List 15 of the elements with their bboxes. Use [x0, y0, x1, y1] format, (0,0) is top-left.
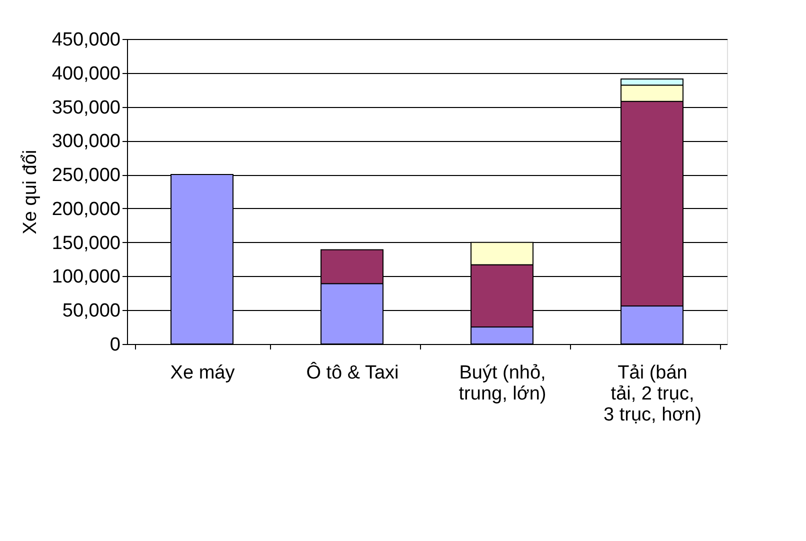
x-tick-label: Tải (bán tải, 2 trục, 3 trục, hơn): [604, 362, 702, 426]
y-axis-title: Xe qui đổi: [20, 150, 41, 234]
x-tick-label: Xe máy: [170, 362, 236, 384]
y-tick-label: 450,000: [52, 30, 120, 50]
y-tick-label: 300,000: [52, 131, 120, 152]
y-tick-label: 250,000: [52, 165, 120, 186]
y-tick-label: 0: [110, 334, 120, 356]
y-tick-label: 350,000: [52, 97, 120, 118]
y-tick-label: 200,000: [52, 198, 120, 220]
y-tick-label: 50,000: [62, 300, 120, 322]
x-tick-label: Ô tô & Taxi: [306, 362, 399, 384]
x-tick-label: Buýt (nhỏ, trung, lớn): [458, 362, 546, 404]
y-tick-label: 400,000: [52, 63, 120, 84]
y-tick-label: 150,000: [52, 232, 120, 254]
y-tick-label: 100,000: [52, 266, 120, 288]
